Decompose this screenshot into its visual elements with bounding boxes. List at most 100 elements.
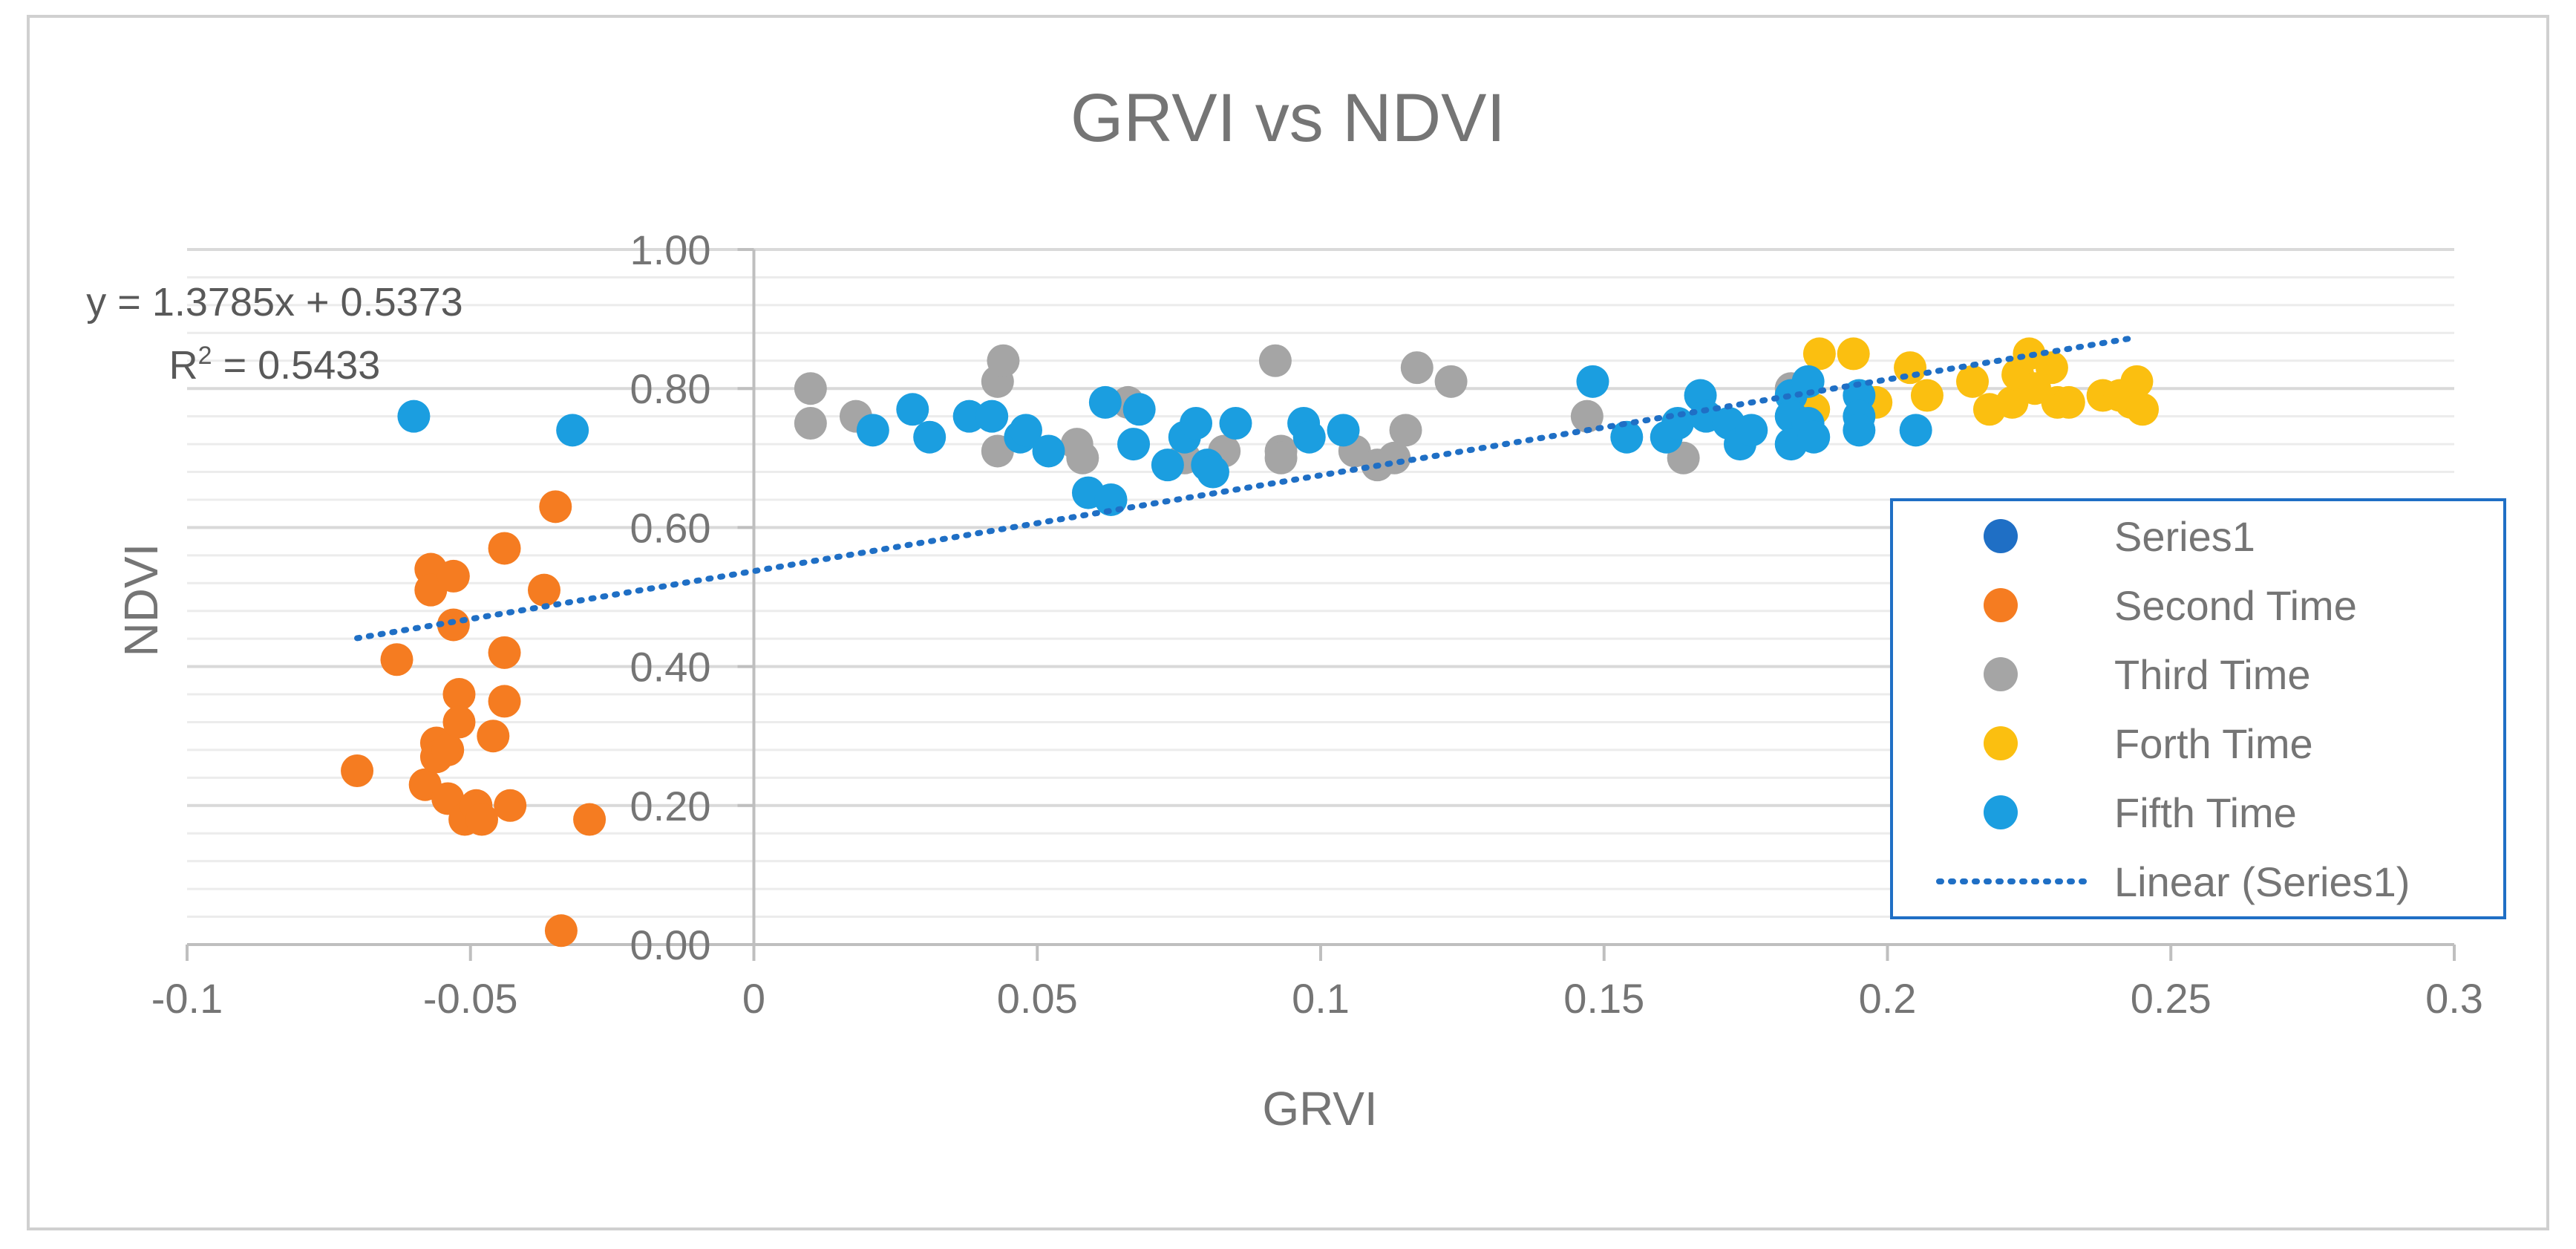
x-tick-label: 0.25: [2131, 975, 2211, 1022]
fifth-time-point: [1292, 420, 1326, 454]
fifth-time-point: [1219, 407, 1252, 440]
legend-label: Linear (Series1): [2114, 858, 2410, 905]
forth-time-point: [2126, 393, 2160, 426]
forth-time-point: [1956, 365, 1990, 398]
y-tick-label: 0.20: [630, 783, 711, 829]
forth-time-point: [1837, 337, 1870, 371]
second-time-point: [442, 705, 476, 739]
fifth-time-point: [1576, 365, 1609, 398]
legend-marker: [1984, 726, 2018, 760]
second-time-point: [465, 803, 499, 836]
fifth-time-point: [856, 414, 889, 447]
x-tick-label: -0.05: [423, 975, 518, 1022]
second-time-point: [488, 636, 521, 669]
fifth-time-point: [1797, 420, 1831, 454]
second-time-point: [539, 490, 572, 524]
second-time-point: [488, 532, 521, 565]
chart-title: GRVI vs NDVI: [1070, 80, 1506, 156]
second-time-point: [442, 678, 476, 711]
legend-marker: [1984, 588, 2018, 622]
y-tick-label: 0.00: [630, 922, 711, 968]
fifth-time-point: [556, 414, 589, 447]
second-time-point: [528, 573, 561, 607]
fifth-time-point: [975, 400, 1009, 433]
third-time-point: [1378, 441, 1411, 475]
fifth-time-point: [1843, 414, 1876, 447]
trendline-r-squared: R2 = 0.5433: [169, 342, 381, 388]
x-axis-title: GRVI: [1262, 1082, 1377, 1135]
x-tick-label: 0.05: [997, 975, 1078, 1022]
legend-entries: Series1 Second Time Third Time Forth Time Fi…: [1936, 513, 2410, 905]
second-time-point: [437, 559, 470, 593]
third-time-point: [794, 372, 827, 405]
second-time-point: [544, 914, 578, 948]
third-time-point: [1258, 344, 1292, 377]
legend-box: [1890, 498, 2506, 919]
fifth-time-point: [1899, 414, 1932, 447]
legend-label: Fifth Time: [2114, 789, 2297, 836]
x-tick-label: 0: [742, 975, 765, 1022]
y-axis-title: NDVI: [114, 544, 168, 657]
y-tick-label: 1.00: [630, 226, 711, 273]
legend-marker: [1984, 657, 2018, 691]
fifth-time-point: [1661, 407, 1695, 440]
forth-time-point: [1894, 351, 1927, 385]
third-time-point: [1570, 400, 1604, 433]
legend-label: Second Time: [2114, 582, 2357, 629]
third-time-point: [1434, 365, 1468, 398]
fifth-time-point: [1327, 414, 1360, 447]
fifth-time-point: [1117, 428, 1151, 461]
second-time-point: [573, 803, 607, 836]
forth-time-point: [1802, 337, 1836, 371]
y-tick-label: 0.80: [630, 365, 711, 412]
x-tick-label: -0.1: [151, 975, 223, 1022]
fifth-time-point: [1180, 407, 1213, 440]
forth-time-point: [1910, 379, 1944, 412]
third-time-point: [1264, 441, 1298, 475]
x-tick-label: 0.3: [2425, 975, 2483, 1022]
fifth-time-point: [952, 400, 986, 433]
second-time-point: [380, 643, 413, 676]
fifth-time-point: [1122, 393, 1156, 426]
linear-trendline: [354, 334, 2140, 642]
legend-label: Series1: [2114, 513, 2255, 560]
third-time-point: [1389, 414, 1422, 447]
fifth-time-point: [896, 393, 929, 426]
trendline: [354, 334, 2140, 642]
y-tick-label: 0.60: [630, 504, 711, 551]
y-tick-label: 0.40: [630, 644, 711, 691]
x-tick-label: 0.2: [1859, 975, 1917, 1022]
x-tick-label: 0.1: [1292, 975, 1350, 1022]
fifth-time-point: [1088, 385, 1122, 419]
legend-marker: [1984, 519, 2018, 553]
fifth-time-point: [397, 400, 431, 433]
forth-time-point: [2052, 385, 2085, 419]
legend: Series1 Second Time Third Time Forth Time Fi…: [1890, 498, 2506, 919]
third-time-point: [1400, 351, 1434, 385]
legend-label: Forth Time: [2114, 720, 2313, 767]
third-time-point: [1066, 441, 1099, 475]
x-tick-label: 0.15: [1563, 975, 1644, 1022]
forth-time-point: [2035, 351, 2068, 385]
second-time-point: [341, 754, 374, 787]
second-time-point: [477, 720, 510, 753]
fifth-time-point: [1009, 414, 1042, 447]
fifth-time-point: [1151, 449, 1184, 482]
fifth-time-point: [1791, 365, 1825, 398]
fifth-time-point: [1032, 434, 1065, 468]
legend-label: Third Time: [2114, 651, 2311, 698]
trendline-equation: y = 1.3785x + 0.5373: [86, 280, 462, 325]
legend-marker: [1984, 795, 2018, 829]
second-time-point: [488, 685, 521, 718]
data-points: [341, 337, 2160, 948]
tick-labels: -0.1 -0.05 0 0.05 0.1 0.15 0.2 0.25 0.3 0.00 0.20 0…: [151, 226, 2483, 1022]
forth-time-point: [2120, 365, 2154, 398]
third-time-point: [987, 344, 1020, 377]
fifth-time-point: [913, 420, 947, 454]
fifth-time-point: [1735, 414, 1768, 447]
fifth-time-point: [1610, 420, 1644, 454]
fifth-time-point: [1196, 455, 1229, 489]
third-time-point: [794, 407, 827, 440]
